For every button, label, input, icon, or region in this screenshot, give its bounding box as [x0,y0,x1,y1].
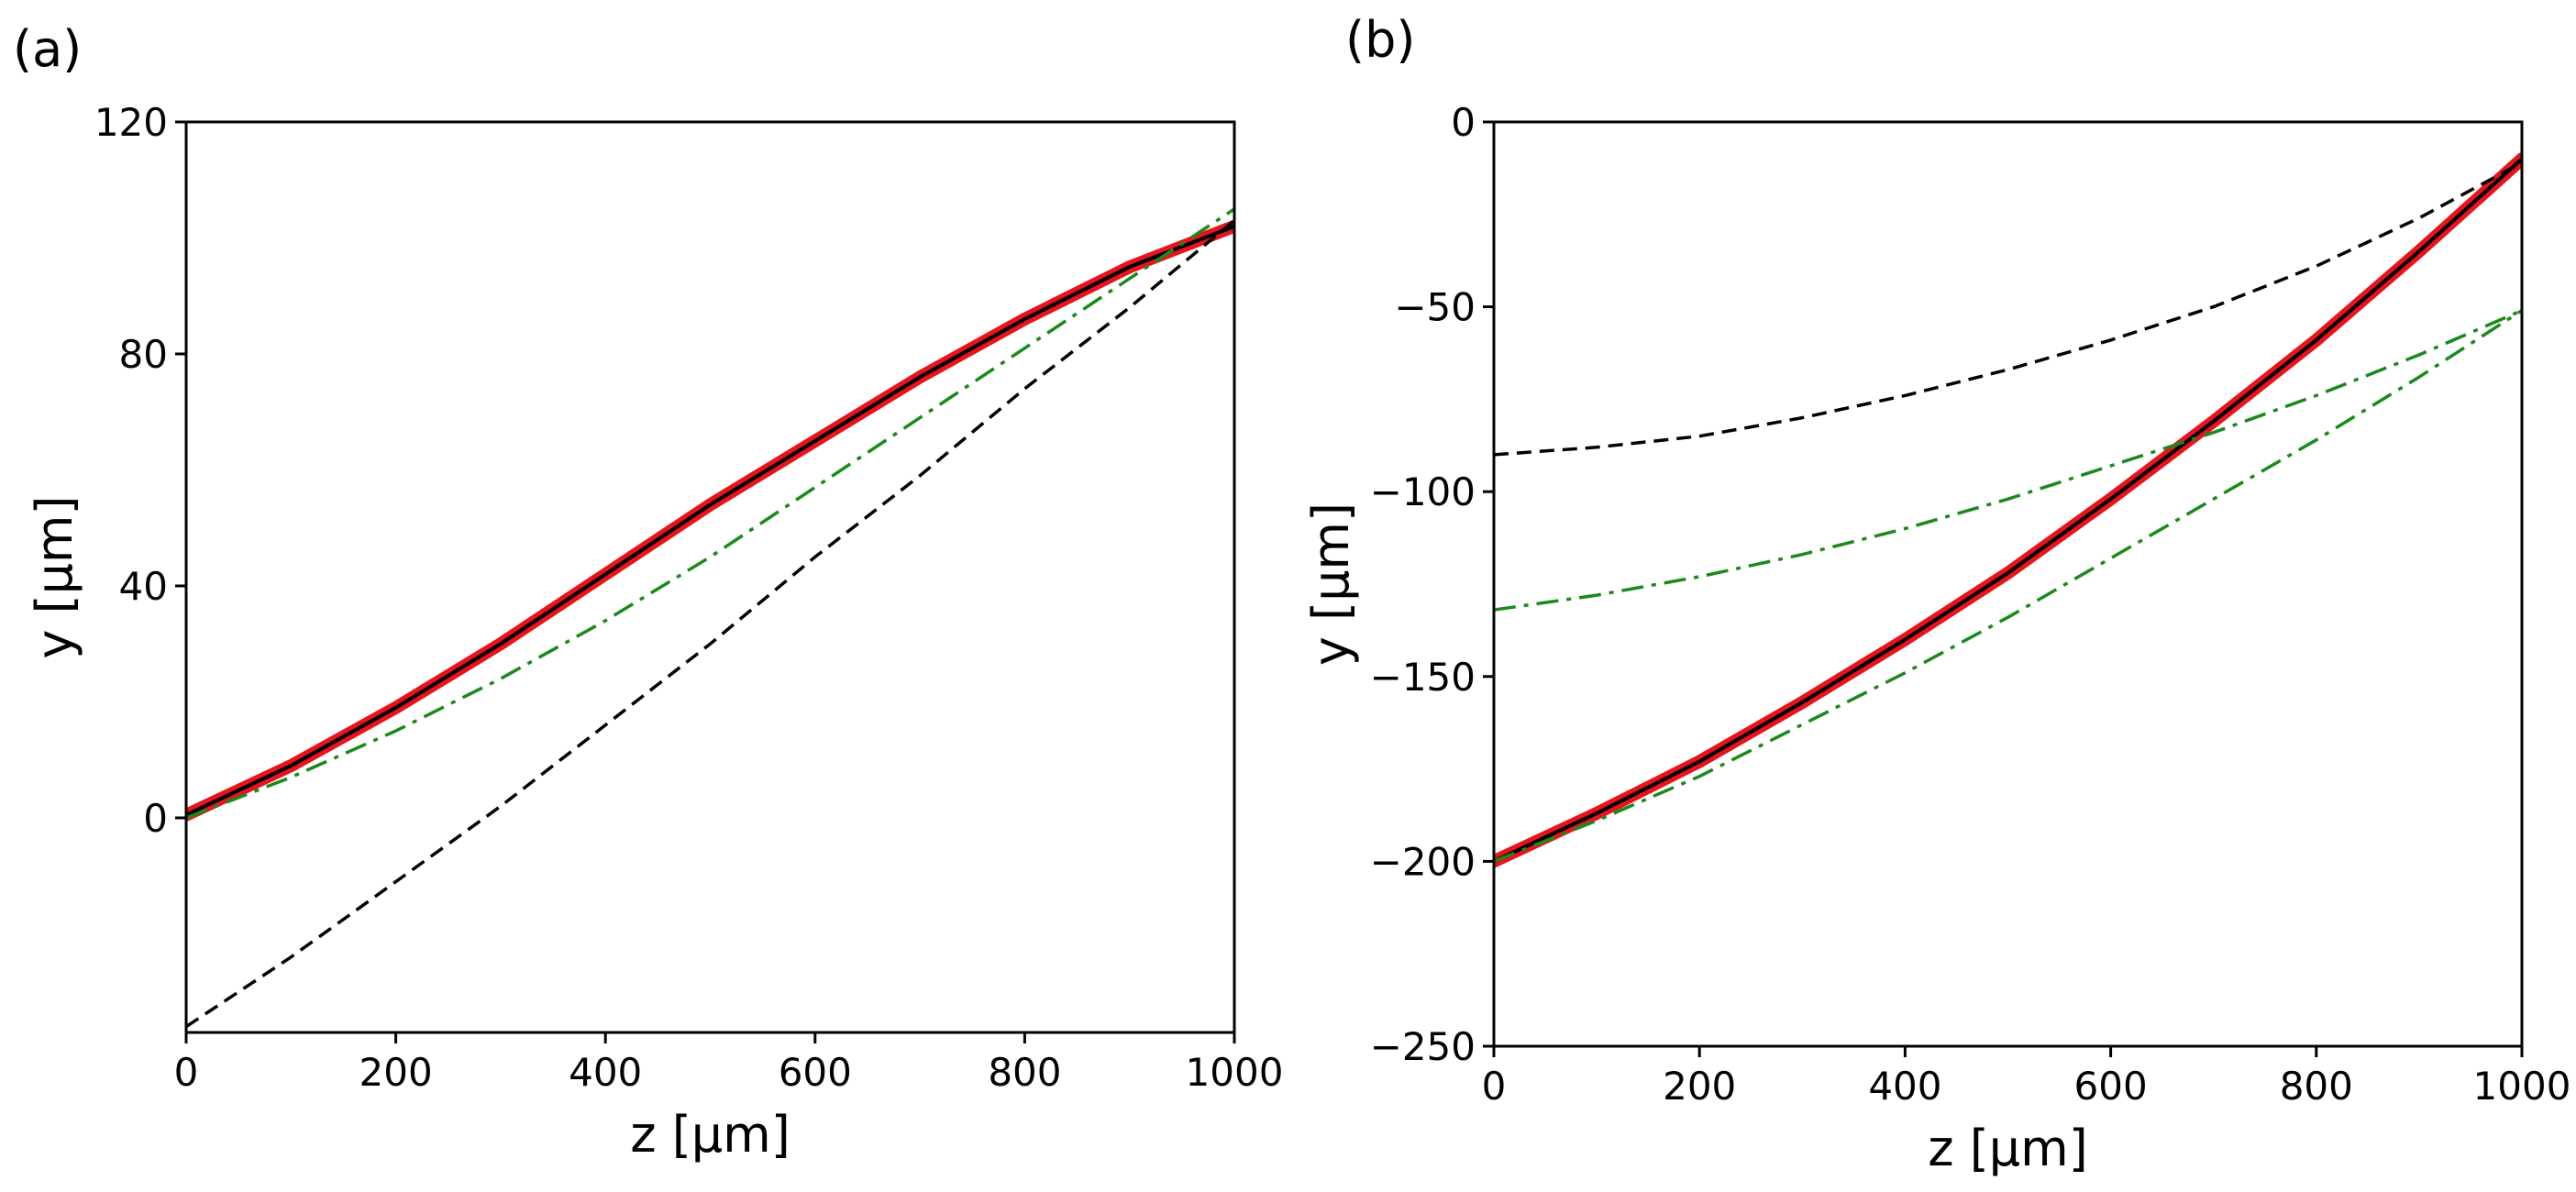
y-tick-label: −150 [1370,655,1476,700]
y-axis-label: y [μm] [26,495,83,658]
y-tick-label: −100 [1370,469,1476,514]
y-axis-label: y [μm] [1302,502,1360,666]
x-tick-label: 200 [359,1050,433,1095]
x-tick-label: 0 [1482,1064,1507,1109]
series-line-red-solid [1494,152,2522,868]
series-line-green-dashdot [186,207,1234,820]
series-group [1494,152,2522,868]
panel-label: (b) [1345,11,1415,69]
series-line-black-dashed [186,219,1234,1029]
series-line-black-dashed [1494,160,2522,457]
series-line-green-dashdot-upper [1494,308,2522,612]
series-line-black-solid [1494,157,2522,864]
x-axis-label: z [μm] [1928,1120,2088,1177]
x-tick-label: 400 [1868,1064,1941,1109]
x-tick-label: 0 [174,1050,199,1095]
y-tick-label: −200 [1370,839,1476,884]
y-tick-label: 0 [143,796,168,841]
x-tick-label: 200 [1663,1064,1736,1109]
x-tick-label: 600 [779,1050,852,1095]
series-line-black-solid [186,224,1234,817]
axes-frame [1492,120,2524,1048]
y-tick-label: 0 [1451,100,1476,145]
series-line-red-solid [186,219,1234,822]
x-tick-label: 800 [988,1050,1061,1095]
y-tick-label: −250 [1370,1024,1476,1069]
x-tick-label: 800 [2280,1064,2353,1109]
series-line-green-dashdot-lower [1494,309,2522,864]
x-axis-label: z [μm] [630,1106,790,1164]
chart-panel-a: 0 200 400 600 800 1000 0 40 80 120 z [μm] y [μm] (a) [13,20,1283,1164]
chart-panel-b: 0 200 400 600 800 1000 −250 −200 −150 −100 −50 0 z [… [1302,11,2570,1177]
y-tick-label: 80 [119,332,168,377]
y-tick-label: 120 [94,100,168,145]
axes-frame [184,120,1236,1034]
y-tick-label: −50 [1394,285,1476,330]
y-tick-label: 40 [119,564,168,609]
x-tick-label: 600 [2074,1064,2148,1109]
x-tick-label: 400 [569,1050,642,1095]
series-group [186,207,1234,1029]
panel-label: (a) [13,20,82,78]
x-tick-label: 1000 [2473,1064,2571,1109]
x-tick-label: 1000 [1186,1050,1284,1095]
